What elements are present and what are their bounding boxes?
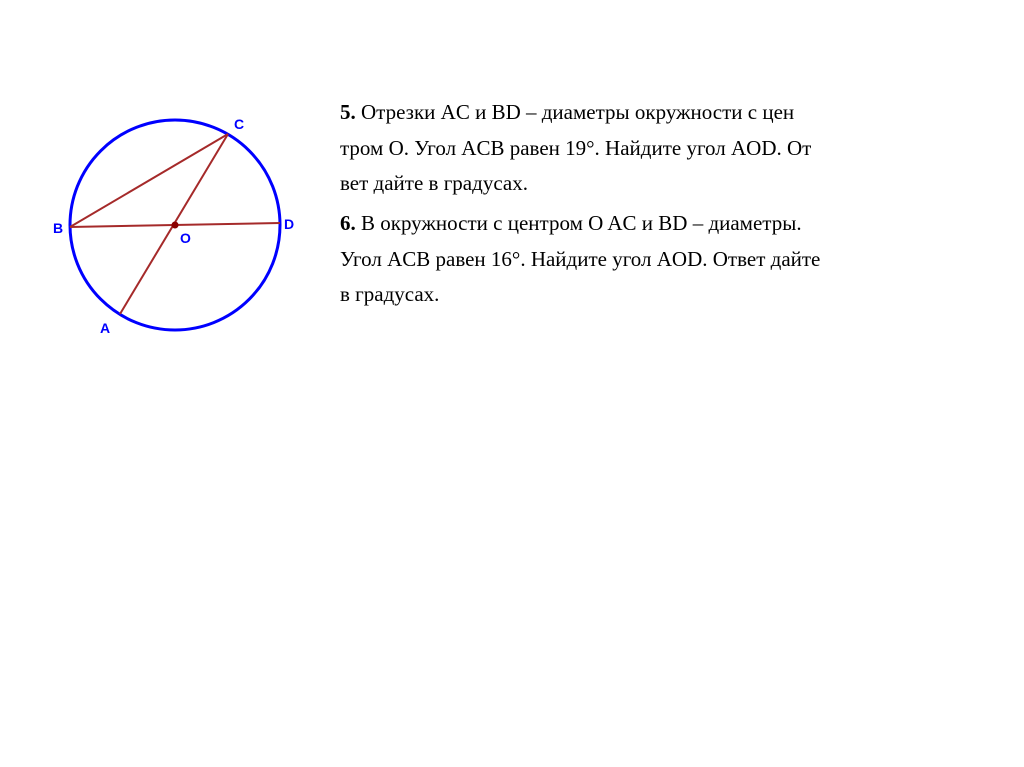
problem-text-line: тром O. Угол ACB равен 19°. Найдите угол… [340,136,811,160]
problem-5: 5. Отрезки AC и BD – диаметры окружности… [340,95,984,202]
problem-text-line: Отрезки AC и BD – диаметры окружности с … [361,100,794,124]
center-dot [172,222,179,229]
problems-list: 5. Отрезки AC и BD – диаметры окружности… [340,95,984,355]
point-label-B: B [53,220,63,236]
point-label-C: C [234,116,244,132]
point-label-O: O [180,230,191,246]
problem-text-line: вет дайте в градусах. [340,171,528,195]
point-label-D: D [284,216,294,232]
problem-text-line: В окружности с центром O AC и BD – диаме… [361,211,802,235]
problem-text-line: Угол ACB равен 16°. Найдите угол AOD. От… [340,247,820,271]
segment-BC [70,134,228,227]
problem-6: 6. В окружности с центром O AC и BD – ди… [340,206,984,313]
problem-text-line: в градусах. [340,282,439,306]
problem-number: 6. [340,211,356,235]
point-label-A: A [100,320,110,336]
problem-number: 5. [340,100,356,124]
geometry-diagram: A B C D O [40,95,310,355]
